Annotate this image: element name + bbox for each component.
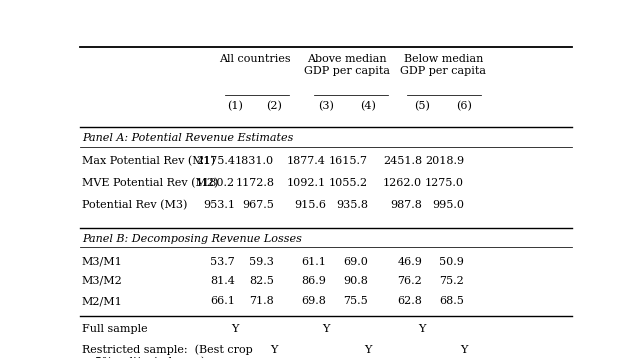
Text: All countries: All countries	[219, 54, 290, 64]
Text: 915.6: 915.6	[294, 200, 326, 210]
Text: 1275.0: 1275.0	[425, 178, 464, 188]
Text: Y: Y	[364, 345, 371, 355]
Text: 82.5: 82.5	[249, 276, 274, 286]
Text: Panel A: Potential Revenue Estimates: Panel A: Potential Revenue Estimates	[82, 134, 293, 143]
Text: 2018.9: 2018.9	[425, 156, 464, 166]
Text: Y: Y	[270, 345, 278, 355]
Text: (3): (3)	[318, 101, 334, 111]
Text: Panel B: Decomposing Revenue Losses: Panel B: Decomposing Revenue Losses	[82, 234, 302, 244]
Text: 935.8: 935.8	[336, 200, 368, 210]
Text: 953.1: 953.1	[203, 200, 235, 210]
Text: 1055.2: 1055.2	[329, 178, 368, 188]
Text: 75.5: 75.5	[343, 296, 368, 306]
Text: Full sample: Full sample	[82, 324, 148, 334]
Text: Y: Y	[418, 324, 425, 334]
Text: 71.8: 71.8	[249, 296, 274, 306]
Text: 81.4: 81.4	[210, 276, 235, 286]
Text: Y: Y	[231, 324, 238, 334]
Text: Potential Rev (M3): Potential Rev (M3)	[82, 200, 188, 211]
Text: Max Potential Rev (M1): Max Potential Rev (M1)	[82, 156, 215, 166]
Text: 987.8: 987.8	[391, 200, 422, 210]
Text: (1): (1)	[227, 101, 243, 111]
Text: M3/M2: M3/M2	[82, 276, 123, 286]
Text: (5): (5)	[414, 101, 430, 111]
Text: M2/M1: M2/M1	[82, 296, 123, 306]
Text: 69.0: 69.0	[343, 257, 368, 267]
Text: Restricted sample:  (Best crop
≥ 5% cultivated area): Restricted sample: (Best crop ≥ 5% culti…	[82, 345, 252, 358]
Text: 1092.1: 1092.1	[287, 178, 326, 188]
Text: 59.3: 59.3	[249, 257, 274, 267]
Text: 76.2: 76.2	[398, 276, 422, 286]
Text: Above median
GDP per capita: Above median GDP per capita	[304, 54, 390, 76]
Text: MVE Potential Rev (M2): MVE Potential Rev (M2)	[82, 178, 218, 188]
Text: (6): (6)	[456, 101, 472, 111]
Text: (4): (4)	[360, 101, 376, 111]
Text: 53.7: 53.7	[210, 257, 235, 267]
Text: 62.8: 62.8	[398, 296, 422, 306]
Text: 61.1: 61.1	[301, 257, 326, 267]
Text: 1615.7: 1615.7	[329, 156, 368, 166]
Text: 995.0: 995.0	[432, 200, 464, 210]
Text: 46.9: 46.9	[398, 257, 422, 267]
Text: 2175.4: 2175.4	[196, 156, 235, 166]
Text: 86.9: 86.9	[301, 276, 326, 286]
Text: 68.5: 68.5	[439, 296, 464, 306]
Text: Y: Y	[322, 324, 329, 334]
Text: 1831.0: 1831.0	[235, 156, 274, 166]
Text: 2451.8: 2451.8	[383, 156, 422, 166]
Text: 1262.0: 1262.0	[383, 178, 422, 188]
Text: (2): (2)	[266, 101, 282, 111]
Text: 1172.8: 1172.8	[235, 178, 274, 188]
Text: 1180.2: 1180.2	[196, 178, 235, 188]
Text: Y: Y	[460, 345, 467, 355]
Text: 1877.4: 1877.4	[287, 156, 326, 166]
Text: 69.8: 69.8	[301, 296, 326, 306]
Text: 66.1: 66.1	[210, 296, 235, 306]
Text: Below median
GDP per capita: Below median GDP per capita	[400, 54, 487, 76]
Text: M3/M1: M3/M1	[82, 257, 123, 267]
Text: 50.9: 50.9	[439, 257, 464, 267]
Text: 90.8: 90.8	[343, 276, 368, 286]
Text: 967.5: 967.5	[242, 200, 274, 210]
Text: 75.2: 75.2	[439, 276, 464, 286]
